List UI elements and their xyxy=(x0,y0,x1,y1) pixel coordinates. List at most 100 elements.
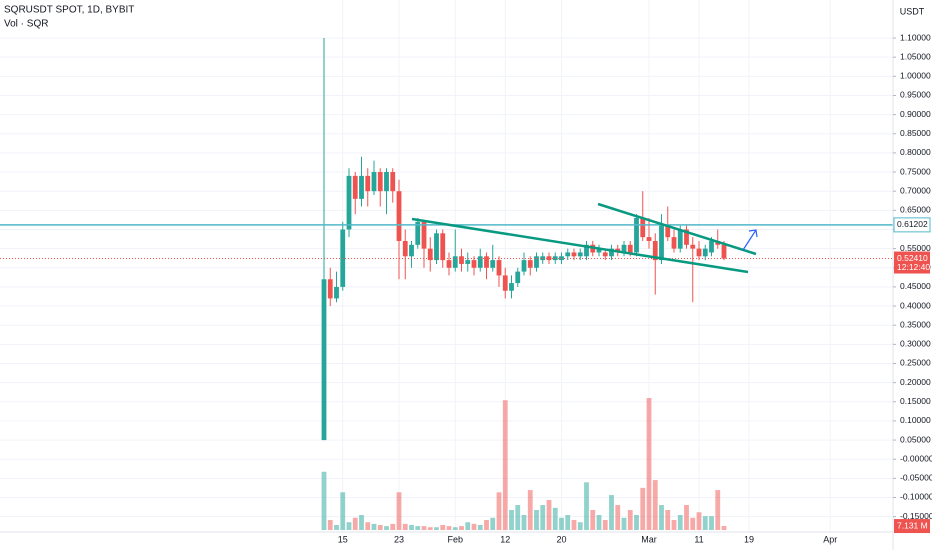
volume-bar xyxy=(690,517,696,530)
volume-bar xyxy=(421,526,427,530)
candle-body xyxy=(696,248,702,257)
candle-body xyxy=(684,229,689,245)
volume-bar xyxy=(721,526,727,530)
volume-bar xyxy=(652,480,658,530)
x-tick-label: 12 xyxy=(500,534,510,544)
volume-bar xyxy=(540,505,546,530)
candle-body xyxy=(596,248,602,253)
volume-bar xyxy=(577,522,583,530)
volume-bar xyxy=(490,517,496,530)
volume-bar xyxy=(396,492,402,530)
candle-body xyxy=(602,252,608,257)
volume-bar xyxy=(446,526,452,530)
candle-body xyxy=(390,172,396,192)
candle-body xyxy=(465,260,471,264)
volume-bar xyxy=(552,507,558,530)
candle-body xyxy=(502,275,508,291)
candle-body xyxy=(652,240,658,261)
volume-title: Vol · SQR xyxy=(4,19,48,30)
volume-pane xyxy=(321,398,727,530)
volume-bar xyxy=(521,515,527,530)
volume-bar xyxy=(627,510,633,530)
candle-body xyxy=(677,229,683,249)
candle-body xyxy=(571,252,577,257)
volume-bar xyxy=(321,471,327,530)
volume-bar xyxy=(634,515,639,530)
candle-body xyxy=(621,244,627,253)
symbol-title: SQRUSDT SPOT, 1D, BYBIT xyxy=(4,5,134,16)
candle-body xyxy=(346,175,352,230)
volume-bar xyxy=(615,505,621,530)
volume-bar xyxy=(515,505,521,530)
candle-body xyxy=(352,175,358,199)
drawings xyxy=(411,202,758,274)
volume-label-box xyxy=(894,519,930,534)
volume-bar xyxy=(452,527,458,530)
y-tick-label: 0.05000 xyxy=(900,434,931,444)
volume-bar xyxy=(621,517,627,530)
volume-bar xyxy=(671,520,677,530)
y-tick-label: 0.35000 xyxy=(900,319,931,329)
candle-body xyxy=(415,221,421,245)
currency: USDT xyxy=(900,6,925,16)
volume-bar xyxy=(371,523,377,530)
volume-bar xyxy=(327,520,333,530)
candle-body xyxy=(384,172,389,192)
volume-bar xyxy=(684,505,689,530)
y-tick-label: 1.10000 xyxy=(900,32,931,42)
price-axis xyxy=(893,0,932,550)
candle-body xyxy=(484,256,489,268)
candle-body xyxy=(640,217,646,238)
x-tick-label: 23 xyxy=(394,534,404,544)
y-tick-label: 0.55000 xyxy=(900,243,931,253)
y-tick-label: 0.25000 xyxy=(900,358,931,368)
volume-bar xyxy=(440,525,446,530)
x-tick-label: Apr xyxy=(823,534,837,544)
candle-body xyxy=(327,279,333,299)
x-tick-label: 19 xyxy=(744,534,754,544)
y-tick-label: 1.05000 xyxy=(900,51,931,61)
candle-body xyxy=(584,244,589,257)
volume-bar xyxy=(402,523,408,530)
candle-body xyxy=(709,240,714,253)
candle-body xyxy=(371,172,377,192)
volume-bar xyxy=(465,522,471,530)
volume-bar xyxy=(365,522,371,530)
volume-bar xyxy=(496,492,502,530)
candle-body xyxy=(434,233,439,261)
trend-line xyxy=(597,202,757,256)
level-label-box xyxy=(893,217,931,233)
x-tick-label: 15 xyxy=(338,534,348,544)
trend-line xyxy=(411,217,749,274)
y-tick-label: 0.75000 xyxy=(900,166,931,176)
volume-bar xyxy=(384,526,389,530)
y-tick-label: 0.40000 xyxy=(900,300,931,310)
y-tick-label: 0.15000 xyxy=(900,396,931,406)
volume-bar xyxy=(459,526,464,530)
candle-body xyxy=(459,256,464,264)
candle-body xyxy=(377,172,383,192)
volume-bar xyxy=(509,510,514,530)
x-tick-label: Mar xyxy=(641,534,657,544)
candle-body xyxy=(646,237,652,241)
volume-bar xyxy=(502,400,508,530)
candle-body xyxy=(365,175,371,192)
candle-body xyxy=(452,256,458,268)
candle-body xyxy=(477,256,483,268)
candle-body xyxy=(421,221,427,249)
volume-bar xyxy=(527,490,533,530)
candle-body xyxy=(509,283,514,291)
candle-body xyxy=(634,217,639,253)
volume-bar xyxy=(346,522,352,530)
volume-bar xyxy=(340,492,346,530)
volume-bar xyxy=(715,490,721,530)
candle-body xyxy=(471,260,477,268)
arrow xyxy=(742,229,758,251)
y-tick-label: 0.65000 xyxy=(900,205,931,215)
y-tick-label: 0.10000 xyxy=(900,415,931,425)
candle-body xyxy=(540,256,546,261)
volume-bar xyxy=(534,510,539,530)
volume-bar xyxy=(665,510,671,530)
candle-body xyxy=(334,286,339,299)
volume-bar xyxy=(427,527,433,530)
